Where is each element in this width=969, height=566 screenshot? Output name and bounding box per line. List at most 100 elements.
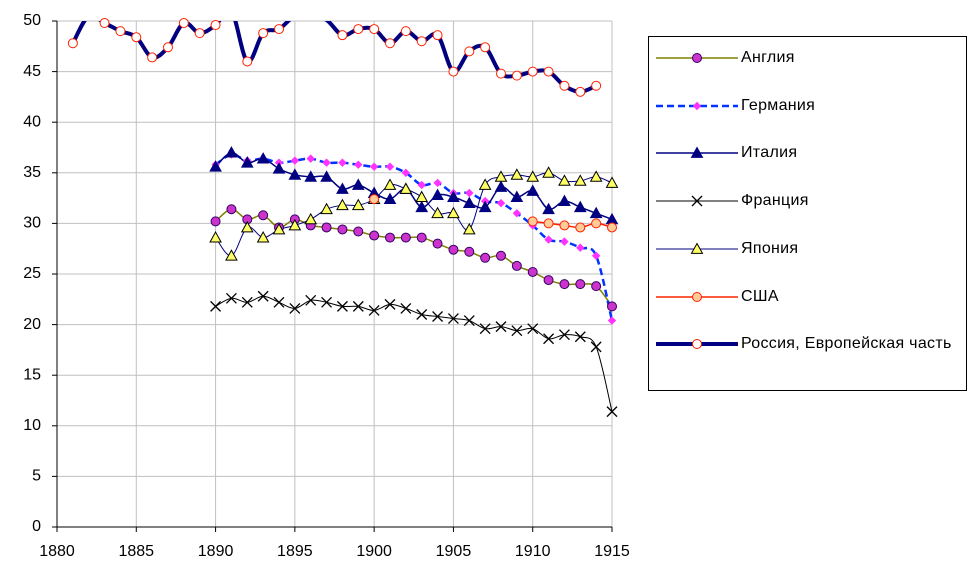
marker — [432, 311, 444, 322]
legend-symbol — [656, 195, 738, 207]
legend-symbol — [656, 339, 738, 350]
marker — [480, 42, 491, 53]
marker — [131, 32, 142, 43]
marker — [209, 160, 222, 172]
y-tick-label: 20 — [23, 316, 41, 333]
marker — [447, 206, 460, 219]
marker — [433, 178, 442, 188]
marker — [241, 296, 253, 308]
marker — [607, 222, 617, 233]
marker — [194, 28, 205, 39]
marker — [272, 222, 286, 235]
marker — [462, 222, 476, 235]
marker — [289, 302, 301, 314]
marker — [496, 250, 506, 261]
marker — [369, 24, 380, 35]
marker — [336, 182, 349, 194]
marker — [591, 218, 602, 229]
marker — [290, 156, 300, 165]
marker — [353, 226, 364, 237]
x-tick-label: 1900 — [356, 543, 392, 560]
legend-entry: Англия — [649, 46, 795, 70]
marker — [304, 212, 318, 225]
legend-entry: США — [649, 285, 779, 309]
legend-entry: Япония — [649, 237, 798, 261]
marker — [447, 190, 460, 202]
legend-label: Германия — [741, 96, 816, 114]
marker — [465, 188, 474, 198]
marker — [369, 230, 380, 241]
marker — [526, 184, 540, 196]
marker — [351, 178, 365, 190]
marker — [226, 204, 237, 215]
marker — [256, 231, 270, 243]
marker — [338, 158, 347, 167]
marker — [351, 198, 365, 211]
marker — [225, 292, 237, 304]
legend-label: Италия — [741, 144, 798, 162]
marker — [400, 232, 411, 243]
marker — [573, 174, 587, 186]
marker — [590, 341, 602, 353]
marker — [559, 279, 570, 290]
series-line — [215, 295, 613, 412]
marker — [320, 170, 333, 182]
marker — [416, 309, 428, 320]
marker — [589, 206, 603, 219]
marker — [543, 275, 554, 286]
marker — [225, 249, 238, 261]
marker — [576, 243, 585, 252]
marker — [526, 170, 540, 182]
marker — [385, 232, 395, 243]
x-tick-label: 1915 — [594, 543, 630, 560]
marker — [432, 238, 443, 249]
marker — [210, 216, 221, 227]
x-tick-label: 1880 — [39, 543, 75, 560]
marker — [606, 406, 618, 418]
marker — [575, 222, 586, 233]
marker — [210, 20, 221, 31]
marker — [605, 212, 619, 225]
marker — [690, 242, 704, 254]
marker — [431, 206, 444, 219]
marker — [240, 156, 254, 168]
marker — [415, 200, 429, 213]
marker — [337, 30, 348, 41]
marker — [210, 300, 222, 312]
marker — [478, 178, 492, 190]
marker — [385, 162, 395, 171]
marker — [67, 38, 78, 49]
marker — [558, 174, 571, 186]
marker — [306, 154, 315, 163]
marker — [209, 231, 222, 243]
marker — [479, 323, 491, 335]
marker — [448, 66, 459, 77]
marker — [225, 146, 238, 158]
marker — [258, 210, 269, 221]
legend-symbol — [656, 291, 738, 302]
x-tick-label: 1895 — [277, 543, 313, 560]
marker — [692, 101, 702, 110]
marker — [432, 30, 443, 41]
marker — [558, 329, 570, 341]
marker — [559, 220, 570, 231]
marker — [544, 235, 553, 244]
marker — [163, 42, 173, 53]
marker — [384, 298, 396, 310]
marker — [574, 331, 586, 343]
marker — [400, 302, 412, 314]
marker — [288, 168, 302, 180]
legend: Англия Германия Италия Франция Япония США Росс… — [648, 36, 967, 391]
marker — [464, 246, 475, 257]
x-tick-label: 1885 — [118, 543, 154, 560]
marker — [591, 80, 602, 91]
marker — [431, 188, 444, 200]
marker — [510, 190, 524, 202]
legend-entry: Франция — [649, 189, 809, 213]
marker — [692, 53, 702, 63]
marker — [511, 260, 522, 271]
marker — [543, 218, 554, 229]
marker — [399, 182, 413, 194]
marker — [115, 26, 126, 37]
